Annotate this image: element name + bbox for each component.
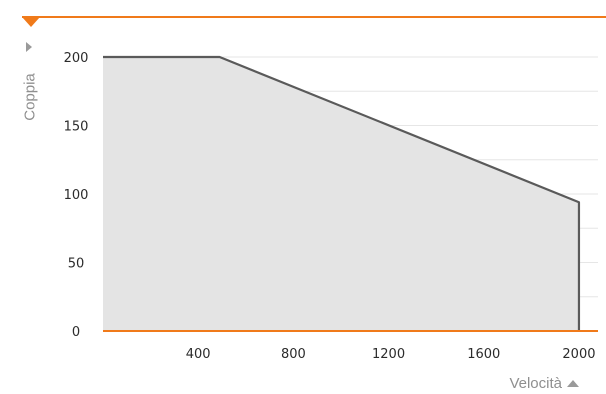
x-axis-label: Velocità (509, 375, 562, 392)
series-area (103, 57, 579, 331)
x-tick-label: 400 (186, 347, 211, 362)
triangle-right-icon (26, 42, 32, 52)
x-tick-label: 2000 (562, 347, 595, 362)
series-layer (102, 55, 581, 332)
x-tick-label: 1600 (467, 347, 500, 362)
x-tick-label: 1200 (372, 347, 405, 362)
y-tick-label: 50 (68, 257, 85, 272)
tick-labels: 0 50 100 150 200 400 800 1200 1600 2000 (64, 51, 596, 362)
series-line (103, 55, 581, 331)
y-axis-label: Coppia (22, 73, 39, 121)
y-tick-label: 100 (64, 188, 89, 203)
triangle-down-icon (22, 17, 40, 27)
y-tick-label: 200 (64, 51, 89, 66)
x-tick-label: 800 (281, 347, 306, 362)
y-tick-label: 0 (72, 325, 80, 340)
triangle-up-icon (567, 380, 579, 387)
y-tick-label: 150 (64, 120, 89, 135)
